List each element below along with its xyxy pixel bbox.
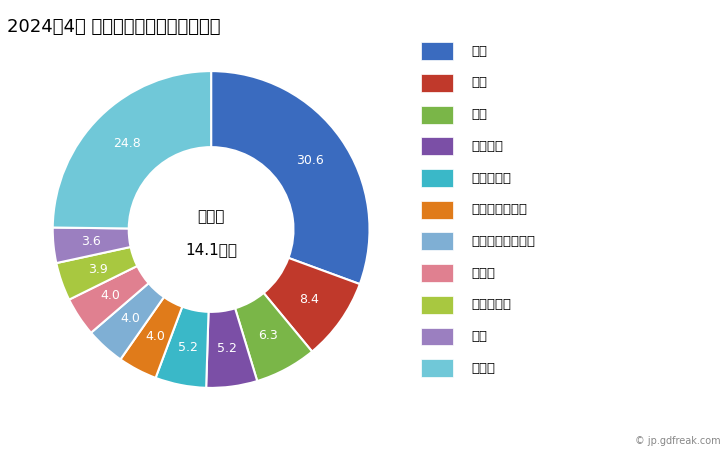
Text: 8.4: 8.4 xyxy=(299,292,320,306)
Text: 5.2: 5.2 xyxy=(178,341,198,354)
FancyBboxPatch shape xyxy=(422,201,453,219)
Text: 4.0: 4.0 xyxy=(100,289,121,302)
FancyBboxPatch shape xyxy=(422,74,453,92)
Text: マレーシア: マレーシア xyxy=(471,298,511,311)
Text: 30.6: 30.6 xyxy=(296,154,324,167)
Text: 2024年4月 輸出相手国のシェア（％）: 2024年4月 輸出相手国のシェア（％） xyxy=(7,18,221,36)
FancyBboxPatch shape xyxy=(422,359,453,377)
Text: カナダ: カナダ xyxy=(471,266,495,279)
Text: タイ: タイ xyxy=(471,330,487,343)
FancyBboxPatch shape xyxy=(422,264,453,282)
Text: 24.8: 24.8 xyxy=(113,137,141,150)
FancyBboxPatch shape xyxy=(422,233,453,250)
Wedge shape xyxy=(211,71,370,284)
Text: 14.1億円: 14.1億円 xyxy=(185,243,237,257)
Wedge shape xyxy=(264,258,360,351)
FancyBboxPatch shape xyxy=(422,328,453,345)
Text: 米国: 米国 xyxy=(471,45,487,58)
Text: 4.0: 4.0 xyxy=(145,329,165,342)
Text: サウジアラビア: サウジアラビア xyxy=(471,203,527,216)
Wedge shape xyxy=(91,283,164,360)
Wedge shape xyxy=(69,266,149,333)
FancyBboxPatch shape xyxy=(422,296,453,314)
Wedge shape xyxy=(120,297,182,378)
Text: 5.2: 5.2 xyxy=(217,342,237,356)
Wedge shape xyxy=(52,71,211,229)
FancyBboxPatch shape xyxy=(422,169,453,187)
Text: 総　額: 総 額 xyxy=(197,209,225,225)
Text: 3.6: 3.6 xyxy=(82,235,101,248)
Wedge shape xyxy=(56,247,138,300)
Wedge shape xyxy=(235,293,312,381)
Text: ベトナム: ベトナム xyxy=(471,140,503,153)
Text: © jp.gdfreak.com: © jp.gdfreak.com xyxy=(635,436,721,446)
Text: 4.0: 4.0 xyxy=(120,312,141,325)
Wedge shape xyxy=(206,308,257,388)
Text: ミャンマー: ミャンマー xyxy=(471,171,511,184)
Text: その他: その他 xyxy=(471,362,495,374)
Text: 台湾: 台湾 xyxy=(471,108,487,121)
Text: 3.9: 3.9 xyxy=(87,263,107,276)
FancyBboxPatch shape xyxy=(422,106,453,124)
Text: 6.3: 6.3 xyxy=(258,329,278,342)
Wedge shape xyxy=(52,228,130,263)
FancyBboxPatch shape xyxy=(422,42,453,60)
Text: アラブ首長国連邦: アラブ首長国連邦 xyxy=(471,235,535,248)
Text: 豪州: 豪州 xyxy=(471,76,487,90)
Wedge shape xyxy=(156,306,208,388)
FancyBboxPatch shape xyxy=(422,137,453,155)
